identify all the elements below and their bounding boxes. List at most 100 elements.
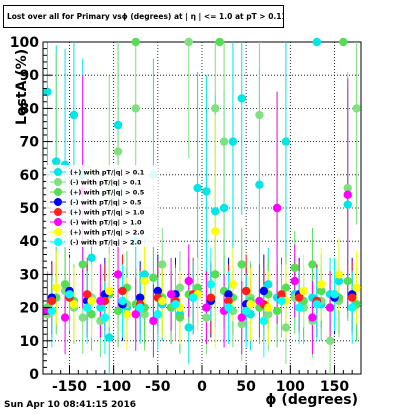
data-point [113, 306, 123, 316]
data-point [184, 37, 193, 47]
data-point [219, 137, 229, 146]
legend-label: (+) with pT/|q| > 1.0 [70, 209, 145, 218]
data-point [118, 286, 127, 296]
data-point [272, 306, 282, 316]
y-tick-label: 30 [20, 267, 40, 283]
data-point [153, 310, 163, 319]
legend-label: (+) with pT/|q| > 0.1 [70, 169, 145, 178]
data-point [60, 313, 70, 322]
data-point [211, 227, 220, 236]
data-point [175, 313, 185, 322]
data-point-top [339, 37, 348, 47]
data-point [47, 296, 57, 306]
data-point [259, 316, 269, 326]
x-axis-label: ϕ (degrees) [265, 392, 358, 408]
y-tick-label: 100 [10, 35, 39, 51]
data-point-top [131, 37, 140, 47]
y-tick-label: 50 [20, 201, 40, 217]
data-point [290, 276, 299, 286]
data-point [166, 290, 176, 299]
data-point [202, 313, 211, 322]
data-point [352, 283, 361, 292]
data-point [193, 283, 202, 292]
data-point [224, 303, 233, 312]
legend-marker [54, 178, 62, 186]
data-point [317, 286, 326, 296]
data-point [343, 183, 352, 193]
data-point [158, 260, 167, 269]
data-point [343, 276, 352, 286]
data-point [105, 333, 114, 342]
data-point [122, 310, 132, 319]
data-point [188, 293, 198, 302]
data-point [264, 280, 273, 289]
data-point [52, 157, 61, 166]
data-point [246, 300, 255, 309]
data-point [175, 283, 185, 292]
data-point [131, 310, 140, 319]
x-tick-label: -50 [145, 379, 171, 395]
legend: (+) with pT/|q| > 0.1(-) with pT/|q| > 0… [46, 165, 158, 248]
data-point [149, 316, 158, 326]
data-point [224, 290, 233, 299]
data-point [277, 290, 286, 299]
y-tick-label: 70 [20, 135, 40, 151]
legend-label: (+) with pT/|q| > 0.5 [70, 189, 145, 198]
data-point [87, 296, 96, 306]
data-point [290, 263, 299, 272]
data-point [171, 300, 180, 309]
data-point [294, 293, 304, 302]
data-point [96, 296, 105, 306]
data-point [312, 300, 322, 309]
legend-label: (+) with pT/|q| > 2.0 [70, 229, 145, 238]
data-point [47, 306, 57, 316]
data-point [264, 310, 273, 319]
data-point [308, 313, 317, 322]
data-point [281, 283, 291, 292]
data-point [237, 260, 246, 269]
data-point [237, 320, 246, 329]
data-point [259, 286, 269, 296]
data-point [264, 303, 273, 312]
data-point [272, 203, 282, 213]
data-point [255, 180, 264, 189]
data-point [65, 290, 74, 299]
data-point-top [215, 37, 224, 47]
data-point [334, 270, 344, 279]
data-point [52, 283, 61, 292]
data-point [140, 276, 149, 286]
data-point [202, 187, 211, 196]
legend-label: (-) with pT/|q| > 1.0 [70, 219, 142, 228]
y-tick-label: 10 [20, 334, 40, 350]
legend-marker [54, 168, 62, 176]
data-point [241, 306, 251, 316]
y-axis-label: LostA (%) [14, 49, 30, 125]
data-point [78, 313, 87, 322]
data-point [325, 336, 335, 345]
data-point [299, 286, 308, 296]
chart-title: Lost over all for Primary vsϕ (degrees) … [3, 5, 284, 28]
data-point [140, 310, 149, 319]
timestamp: Sun Apr 10 08:41:15 2016 [4, 400, 137, 410]
data-point [325, 303, 335, 312]
data-point [219, 203, 229, 213]
data-point [135, 303, 145, 312]
data-point [149, 273, 158, 282]
data-point [206, 293, 216, 302]
data-point [140, 270, 149, 279]
data-point [317, 280, 326, 289]
data-point [43, 87, 52, 97]
data-point [193, 183, 202, 193]
data-point [184, 276, 193, 286]
data-point [202, 303, 211, 312]
data-point [87, 310, 96, 319]
data-point [184, 323, 193, 332]
x-tick-label: -150 [52, 379, 87, 395]
data-point [294, 303, 304, 312]
data-point [69, 110, 79, 120]
data-point [158, 296, 167, 306]
data-point [228, 137, 238, 146]
data-point [330, 290, 339, 299]
data-point [281, 137, 291, 146]
